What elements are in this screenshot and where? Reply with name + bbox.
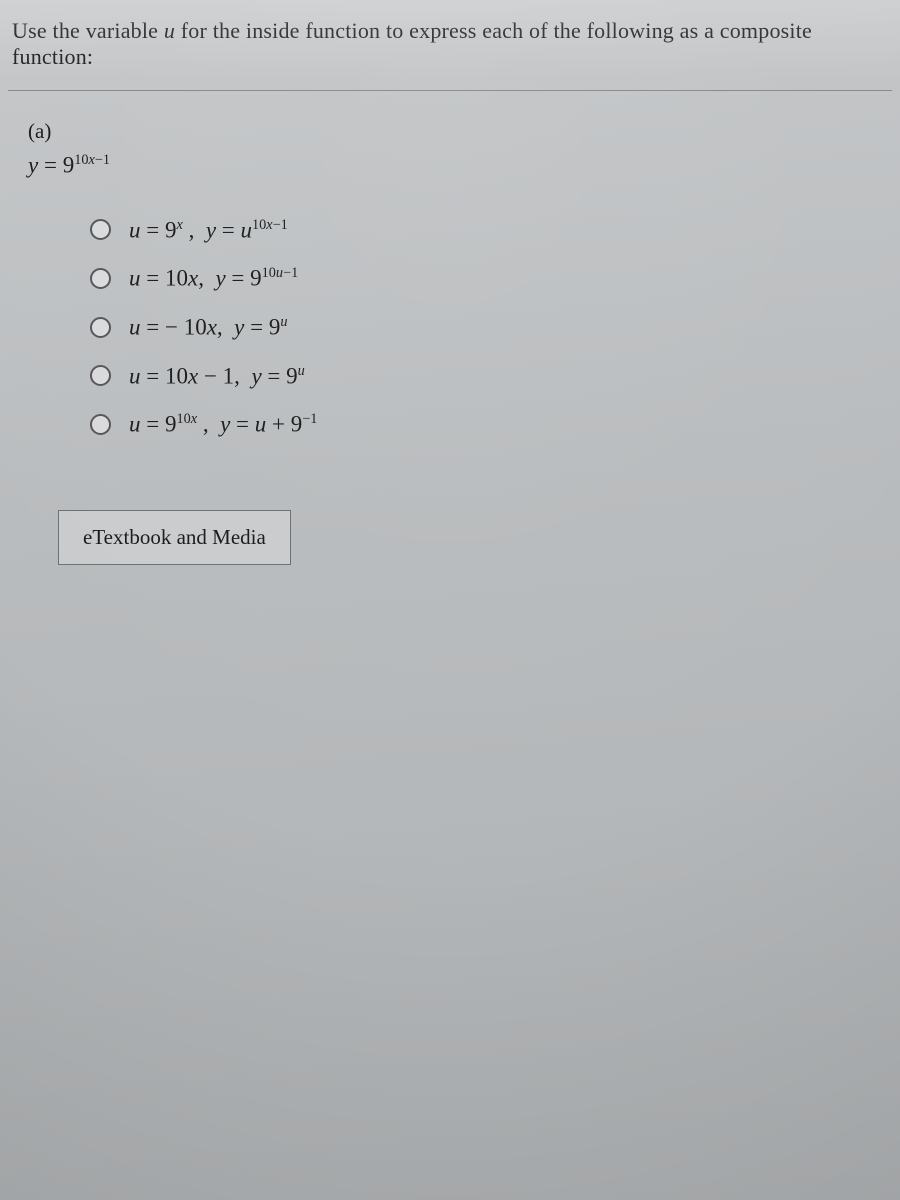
option-row[interactable]: u = 910x , y = u + 9−1 [90, 411, 900, 438]
option-text: u = 9x , y = u10x−1 [129, 217, 288, 244]
question-prompt: Use the variable u for the inside functi… [8, 18, 892, 91]
given-equation: y = 910x−1 [28, 152, 900, 179]
radio-icon[interactable] [90, 365, 111, 386]
answer-options: u = 9x , y = u10x−1 u = 10x, y = 910u−1 … [90, 217, 900, 438]
option-row[interactable]: u = − 10x, y = 9u [90, 314, 900, 341]
prompt-variable-u: u [164, 18, 175, 43]
prompt-text-before: Use the variable [12, 18, 164, 43]
question-page: Use the variable u for the inside functi… [0, 0, 900, 1200]
option-text: u = − 10x, y = 9u [129, 314, 288, 341]
screen-vignette-overlay [0, 0, 900, 1200]
radio-icon[interactable] [90, 219, 111, 240]
radio-icon[interactable] [90, 268, 111, 289]
etextbook-media-button[interactable]: eTextbook and Media [58, 510, 291, 565]
part-label: (a) [28, 119, 900, 144]
radio-icon[interactable] [90, 317, 111, 338]
option-text: u = 10x, y = 910u−1 [129, 265, 298, 292]
option-text: u = 10x − 1, y = 9u [129, 363, 305, 390]
option-row[interactable]: u = 9x , y = u10x−1 [90, 217, 900, 244]
option-row[interactable]: u = 10x − 1, y = 9u [90, 363, 900, 390]
radio-icon[interactable] [90, 414, 111, 435]
option-text: u = 910x , y = u + 9−1 [129, 411, 317, 438]
option-row[interactable]: u = 10x, y = 910u−1 [90, 265, 900, 292]
